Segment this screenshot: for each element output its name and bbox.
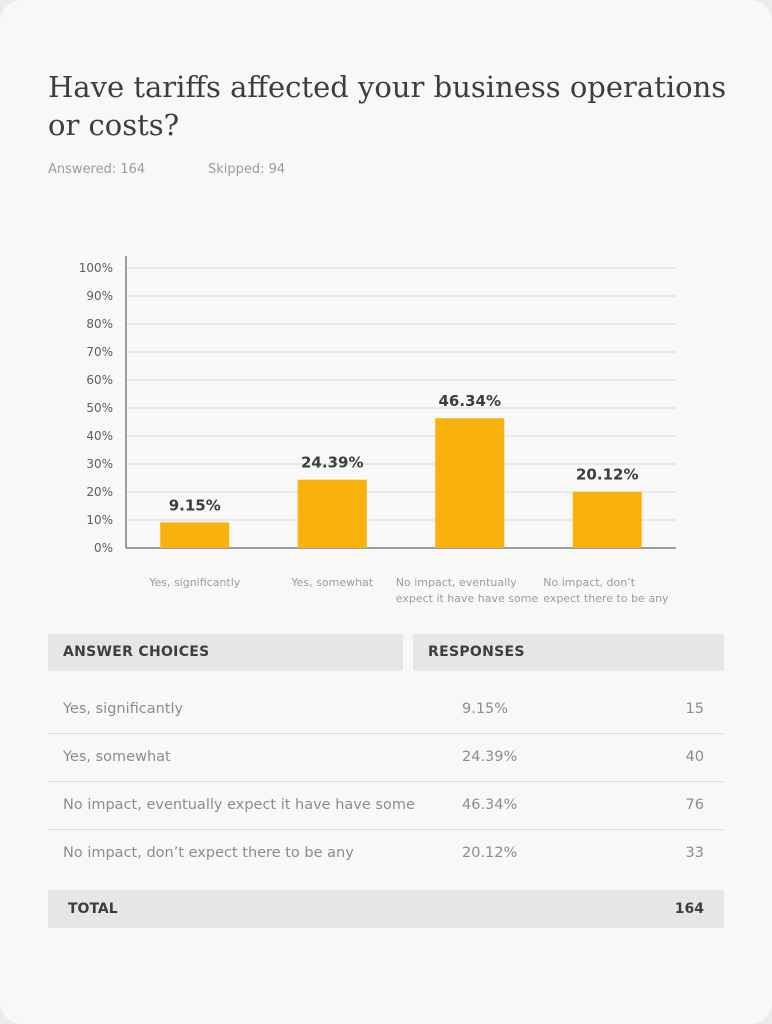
bar-chart: 0% 10% 20% 30% 40% 50% 60% 70% 80% 90% 100% 9.15% Ye…	[79, 256, 676, 605]
row-count: 76	[685, 797, 704, 813]
row-count: 33	[685, 845, 704, 861]
x-tick-label: No impact, don’t	[543, 576, 635, 589]
answered-count: Answered: 164	[48, 162, 146, 177]
y-tick-label: 20%	[86, 485, 113, 499]
x-tick-label: Yes, significantly	[148, 576, 241, 589]
y-tick-label: 100%	[79, 261, 113, 275]
row-count: 40	[685, 749, 704, 765]
y-tick-label: 90%	[86, 289, 113, 303]
total-value: 164	[674, 901, 704, 917]
total-label: TOTAL	[68, 901, 118, 917]
x-tick-label: No impact, eventually	[396, 576, 517, 589]
answer-choices-header: ANSWER CHOICES	[48, 634, 403, 671]
row-percent: 20.12%	[462, 845, 518, 861]
row-count: 15	[685, 701, 704, 717]
table-row: No impact, don’t expect there to be any …	[48, 829, 724, 877]
bar-value-label: 20.12%	[576, 466, 638, 484]
x-tick-label: expect it have have some	[396, 592, 539, 605]
y-tick-label: 30%	[86, 457, 113, 471]
x-tick-label: Yes, somewhat	[290, 576, 373, 589]
bar	[435, 418, 505, 548]
y-tick-label: 10%	[86, 513, 113, 527]
responses-header: RESPONSES	[413, 634, 724, 671]
y-tick-label: 50%	[86, 401, 113, 415]
row-label: No impact, don’t expect there to be any	[63, 845, 354, 861]
row-percent: 46.34%	[462, 797, 518, 813]
row-percent: 24.39%	[462, 749, 518, 765]
table-row: No impact, eventually expect it have hav…	[48, 781, 724, 830]
y-tick-label: 70%	[86, 345, 113, 359]
total-row: TOTAL 164	[48, 890, 724, 928]
bar-value-label: 9.15%	[169, 496, 221, 514]
bar	[572, 491, 642, 548]
x-tick-label: expect there to be any	[543, 592, 669, 605]
y-tick-label: 60%	[86, 373, 113, 387]
table-row: Yes, somewhat 24.39% 40	[48, 733, 724, 782]
row-percent: 9.15%	[462, 701, 509, 717]
bar	[297, 479, 367, 548]
y-tick-label: 80%	[86, 317, 113, 331]
bar-value-label: 46.34%	[439, 392, 501, 410]
bar	[160, 522, 230, 548]
row-label: Yes, somewhat	[63, 749, 171, 765]
y-tick-label: 40%	[86, 429, 113, 443]
row-label: No impact, eventually expect it have hav…	[63, 797, 415, 813]
skipped-count: Skipped: 94	[208, 162, 286, 177]
y-tick-label: 0%	[94, 541, 113, 555]
bar-value-label: 24.39%	[301, 454, 363, 472]
question-title: Have tariffs affected your business oper…	[48, 70, 727, 142]
row-label: Yes, significantly	[63, 701, 184, 717]
table-row: Yes, significantly 9.15% 15	[48, 685, 724, 734]
